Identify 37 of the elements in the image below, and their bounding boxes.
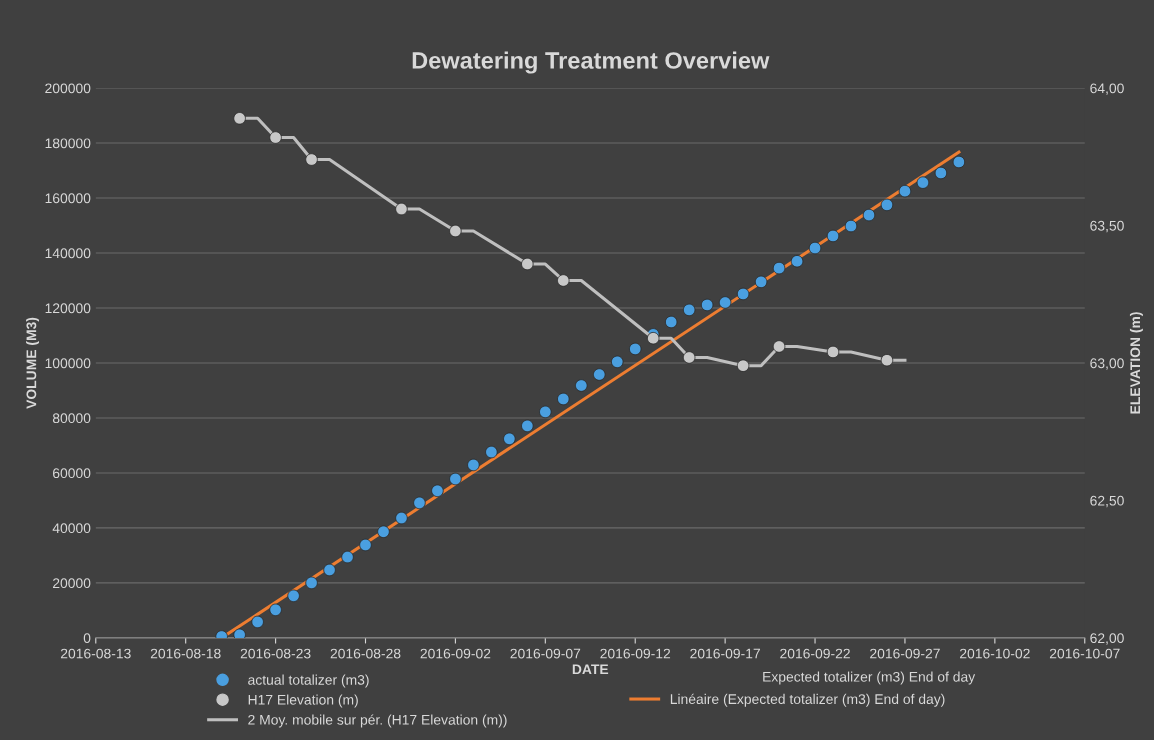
y-tick-label: 180000 bbox=[45, 138, 91, 149]
x-tick-label: 2016-08-28 bbox=[330, 648, 401, 659]
x-tick-label: 2016-09-07 bbox=[510, 648, 581, 659]
y-tick-label: 160000 bbox=[45, 193, 91, 204]
y-tick-label: 200000 bbox=[45, 83, 91, 94]
x-tick-label: 2016-09-27 bbox=[870, 648, 940, 659]
legend-label: actual totalizer (m3) bbox=[248, 674, 369, 688]
x-tick-label: 2016-08-18 bbox=[150, 648, 221, 659]
x-tick-label: 2016-09-02 bbox=[420, 648, 491, 659]
y-tick-label: 20000 bbox=[53, 578, 91, 589]
chart-title: Dewatering Treatment Overview bbox=[412, 51, 770, 74]
x-tick-label: 2016-09-22 bbox=[780, 648, 850, 659]
legend-label: H17 Elevation (m) bbox=[248, 694, 358, 708]
y-tick-label: 60000 bbox=[53, 468, 91, 479]
y2-tick-label: 64,00 bbox=[1090, 83, 1124, 95]
y2-tick-label: 63,00 bbox=[1090, 358, 1124, 370]
y2-tick-label: 62,00 bbox=[1090, 633, 1124, 645]
x-tick-label: 2016-08-13 bbox=[60, 648, 131, 659]
y-tick-label: 0 bbox=[83, 633, 91, 644]
y-tick-label: 120000 bbox=[45, 303, 91, 314]
text: Expected totalizer (m3) End of day bbox=[763, 671, 976, 685]
y2-tick-label: 62,50 bbox=[1090, 495, 1124, 508]
x-axis-title: DATE bbox=[572, 664, 609, 675]
legend-label: 2 Moy. mobile sur pér. (H17 Elevation (m)) bbox=[248, 714, 507, 728]
x-tick-label: 2016-09-17 bbox=[690, 648, 760, 659]
x-tick-label: 2016-10-02 bbox=[960, 648, 1030, 659]
x-tick-label: 2016-10-07 bbox=[1049, 648, 1120, 659]
y-tick-label: 80000 bbox=[52, 413, 91, 424]
y-tick-label: 40000 bbox=[52, 523, 91, 534]
legend-label: Linéaire (Expected totalizer (m3) End of day) bbox=[670, 693, 945, 707]
y2-tick-label: 63,50 bbox=[1090, 220, 1124, 233]
y-tick-label: 140000 bbox=[45, 248, 91, 259]
y-tick-label: 100000 bbox=[45, 358, 91, 369]
x-tick-label: 2016-09-12 bbox=[600, 648, 671, 659]
x-tick-label: 2016-08-23 bbox=[240, 648, 311, 659]
y2-axis-title: ELEVATION (m) bbox=[1129, 312, 1143, 414]
y-axis-title: VOLUME (M3) bbox=[26, 317, 40, 409]
